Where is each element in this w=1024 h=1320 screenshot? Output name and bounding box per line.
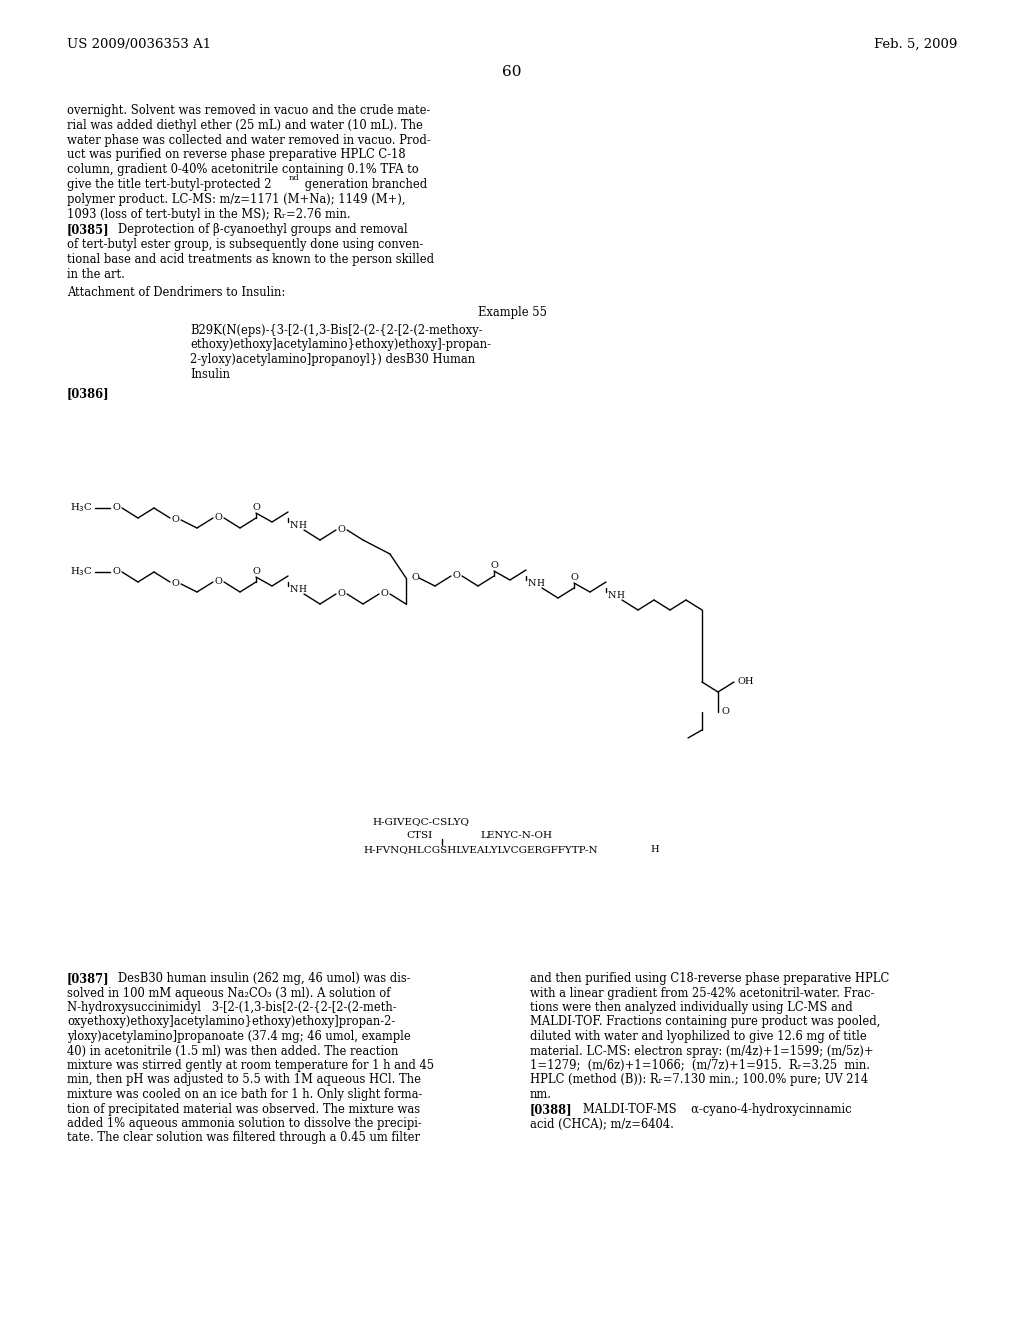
Text: uct was purified on reverse phase preparative HPLC C-18: uct was purified on reverse phase prepar… xyxy=(67,148,406,161)
Text: nd: nd xyxy=(289,174,300,182)
Text: [0388]: [0388] xyxy=(530,1104,572,1117)
Text: 1=1279;  (m/6z)+1=1066;  (m/7z)+1=915.  Rᵣ=3.25  min.: 1=1279; (m/6z)+1=1066; (m/7z)+1=915. Rᵣ=… xyxy=(530,1059,870,1072)
Text: O: O xyxy=(452,572,460,581)
Text: H: H xyxy=(650,846,659,854)
Text: H: H xyxy=(616,591,624,601)
Text: material. LC-MS: electron spray: (m/4z)+1=1599; (m/5z)+: material. LC-MS: electron spray: (m/4z)+… xyxy=(530,1044,873,1057)
Text: [0386]: [0386] xyxy=(67,387,110,400)
Text: added 1% aqueous ammonia solution to dissolve the precipi-: added 1% aqueous ammonia solution to dis… xyxy=(67,1117,422,1130)
Text: in the art.: in the art. xyxy=(67,268,125,281)
Text: O: O xyxy=(490,561,498,570)
Text: polymer product. LC-MS: m/z=1171 (M+Na); 1149 (M+),: polymer product. LC-MS: m/z=1171 (M+Na);… xyxy=(67,193,406,206)
Text: oxyethoxy)ethoxy]acetylamino}ethoxy)ethoxy]propan-2-: oxyethoxy)ethoxy]acetylamino}ethoxy)etho… xyxy=(67,1015,395,1028)
Text: mixture was stirred gently at room temperature for 1 h and 45: mixture was stirred gently at room tempe… xyxy=(67,1059,434,1072)
Text: O: O xyxy=(214,513,222,523)
Text: O: O xyxy=(112,566,120,576)
Text: O: O xyxy=(412,573,420,582)
Text: min, then pH was adjusted to 5.5 with 1M aqueous HCl. The: min, then pH was adjusted to 5.5 with 1M… xyxy=(67,1073,421,1086)
Text: B29K(N(eps)-{3-[2-(1,3-Bis[2-(2-{2-[2-(2-methoxy-: B29K(N(eps)-{3-[2-(1,3-Bis[2-(2-{2-[2-(2… xyxy=(190,323,482,337)
Text: Insulin: Insulin xyxy=(190,368,230,381)
Text: with a linear gradient from 25-42% acetonitril-water. Frac-: with a linear gradient from 25-42% aceto… xyxy=(530,986,874,999)
Text: H: H xyxy=(298,586,306,594)
Text: O: O xyxy=(112,503,120,511)
Text: H-GIVEQC-CSLYQ: H-GIVEQC-CSLYQ xyxy=(372,817,469,826)
Text: H$_3$C: H$_3$C xyxy=(71,565,93,578)
Text: N: N xyxy=(608,591,616,601)
Text: Feb. 5, 2009: Feb. 5, 2009 xyxy=(873,38,957,51)
Text: rial was added diethyl ether (25 mL) and water (10 mL). The: rial was added diethyl ether (25 mL) and… xyxy=(67,119,423,132)
Text: water phase was collected and water removed in vacuo. Prod-: water phase was collected and water remo… xyxy=(67,133,431,147)
Text: OH: OH xyxy=(738,677,755,686)
Text: H: H xyxy=(298,521,306,531)
Text: O: O xyxy=(337,590,345,598)
Text: solved in 100 mM aqueous Na₂CO₃ (3 ml). A solution of: solved in 100 mM aqueous Na₂CO₃ (3 ml). … xyxy=(67,986,390,999)
Text: of tert-butyl ester group, is subsequently done using conven-: of tert-butyl ester group, is subsequent… xyxy=(67,238,423,251)
Text: LENYC-N-OH: LENYC-N-OH xyxy=(480,832,552,841)
Text: N: N xyxy=(290,586,299,594)
Text: O: O xyxy=(722,708,730,717)
Text: O: O xyxy=(252,503,260,512)
Text: column, gradient 0-40% acetonitrile containing 0.1% TFA to: column, gradient 0-40% acetonitrile cont… xyxy=(67,164,419,176)
Text: O: O xyxy=(214,578,222,586)
Text: nm.: nm. xyxy=(530,1088,552,1101)
Text: overnight. Solvent was removed in vacuo and the crude mate-: overnight. Solvent was removed in vacuo … xyxy=(67,104,430,117)
Text: N: N xyxy=(290,521,299,531)
Text: tion of precipitated material was observed. The mixture was: tion of precipitated material was observ… xyxy=(67,1102,420,1115)
Text: [0385]: [0385] xyxy=(67,223,110,236)
Text: diluted with water and lyophilized to give 12.6 mg of title: diluted with water and lyophilized to gi… xyxy=(530,1030,866,1043)
Text: N-hydroxysuccinimidyl   3-[2-(1,3-bis[2-(2-{2-[2-(2-meth-: N-hydroxysuccinimidyl 3-[2-(1,3-bis[2-(2… xyxy=(67,1001,396,1014)
Text: 60: 60 xyxy=(502,65,522,79)
Text: O: O xyxy=(171,516,179,524)
Text: HPLC (method (B)): Rᵣ=7.130 min.; 100.0% pure; UV 214: HPLC (method (B)): Rᵣ=7.130 min.; 100.0%… xyxy=(530,1073,868,1086)
Text: MALDI-TOF. Fractions containing pure product was pooled,: MALDI-TOF. Fractions containing pure pro… xyxy=(530,1015,881,1028)
Text: O: O xyxy=(380,590,388,598)
Text: N: N xyxy=(528,579,537,589)
Text: give the title tert-butyl-protected 2: give the title tert-butyl-protected 2 xyxy=(67,178,271,191)
Text: H$_3$C: H$_3$C xyxy=(71,502,93,515)
Text: acid (CHCA); m/z=6404.: acid (CHCA); m/z=6404. xyxy=(530,1118,674,1131)
Text: 40) in acetonitrile (1.5 ml) was then added. The reaction: 40) in acetonitrile (1.5 ml) was then ad… xyxy=(67,1044,398,1057)
Text: H-FVNQHLCGSHLVEALYLVCGERGFFYTP-N: H-FVNQHLCGSHLVEALYLVCGERGFFYTP-N xyxy=(362,846,598,854)
Text: tions were then analyzed individually using LC-MS and: tions were then analyzed individually us… xyxy=(530,1001,853,1014)
Text: Example 55: Example 55 xyxy=(477,306,547,318)
Text: 1093 (loss of tert-butyl in the MS); Rᵣ=2.76 min.: 1093 (loss of tert-butyl in the MS); Rᵣ=… xyxy=(67,207,350,220)
Text: mixture was cooled on an ice bath for 1 h. Only slight forma-: mixture was cooled on an ice bath for 1 … xyxy=(67,1088,422,1101)
Text: generation branched: generation branched xyxy=(301,178,427,191)
Text: and then purified using C18-reverse phase preparative HPLC: and then purified using C18-reverse phas… xyxy=(530,972,889,985)
Text: O: O xyxy=(252,568,260,577)
Text: US 2009/0036353 A1: US 2009/0036353 A1 xyxy=(67,38,211,51)
Text: H: H xyxy=(536,579,544,589)
Text: tate. The clear solution was filtered through a 0.45 um filter: tate. The clear solution was filtered th… xyxy=(67,1131,420,1144)
Text: O: O xyxy=(570,573,578,582)
Text: O: O xyxy=(171,579,179,589)
Text: O: O xyxy=(337,525,345,535)
Text: [0387]: [0387] xyxy=(67,972,110,985)
Text: Attachment of Dendrimers to Insulin:: Attachment of Dendrimers to Insulin: xyxy=(67,285,286,298)
Text: tional base and acid treatments as known to the person skilled: tional base and acid treatments as known… xyxy=(67,253,434,267)
Text: Deprotection of β-cyanoethyl groups and removal: Deprotection of β-cyanoethyl groups and … xyxy=(106,223,408,236)
Text: CTSI: CTSI xyxy=(406,832,432,841)
Text: ethoxy)ethoxy]acetylamino}ethoxy)ethoxy]-propan-: ethoxy)ethoxy]acetylamino}ethoxy)ethoxy]… xyxy=(190,338,490,351)
Text: DesB30 human insulin (262 mg, 46 umol) was dis-: DesB30 human insulin (262 mg, 46 umol) w… xyxy=(106,972,411,985)
Text: 2-yloxy)acetylamino]propanoyl}) desB30 Human: 2-yloxy)acetylamino]propanoyl}) desB30 H… xyxy=(190,354,475,366)
Text: yloxy)acetylamino]propanoate (37.4 mg; 46 umol, example: yloxy)acetylamino]propanoate (37.4 mg; 4… xyxy=(67,1030,411,1043)
Text: MALDI-TOF-MS    α-cyano-4-hydroxycinnamic: MALDI-TOF-MS α-cyano-4-hydroxycinnamic xyxy=(572,1104,852,1117)
